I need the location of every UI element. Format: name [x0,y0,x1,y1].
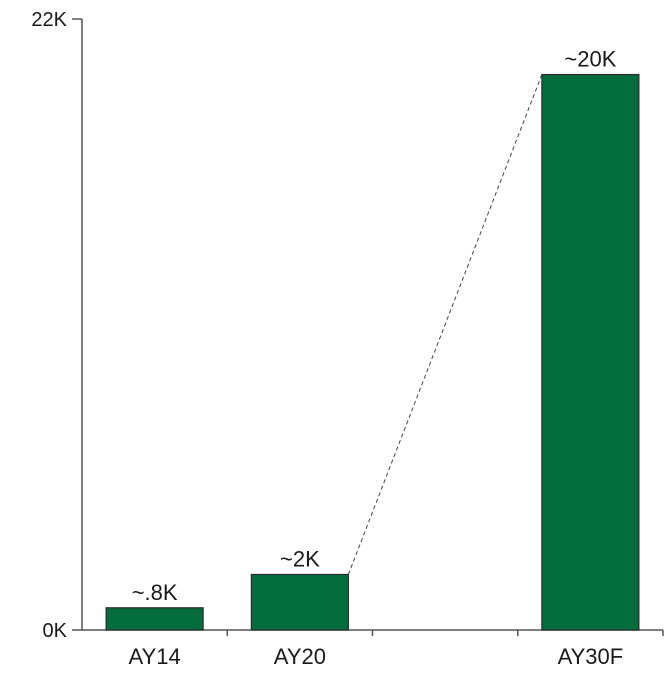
bar-ay14 [105,607,204,631]
bar-ay30f [541,73,640,631]
growth-connector-line [347,74,543,575]
y-tick-label: 0K [43,620,68,642]
data-labels: ~.8K ~2K ~20K [132,47,617,605]
data-label-ay20: ~2K [280,546,320,571]
category-label-ay14: AY14 [129,644,181,669]
x-ticks [226,630,664,636]
bars [105,73,640,631]
y-tick-label: 22K [31,9,67,31]
y-ticks: 0K 22K [31,9,82,642]
data-label-ay14: ~.8K [132,580,178,605]
data-label-ay30f: ~20K [564,47,616,72]
category-label-ay30f: AY30F [558,644,624,669]
bar-ay20 [250,573,349,631]
connector [347,74,543,575]
category-label-ay20: AY20 [274,644,326,669]
category-labels: AY14 AY20 AY30F [129,644,624,669]
